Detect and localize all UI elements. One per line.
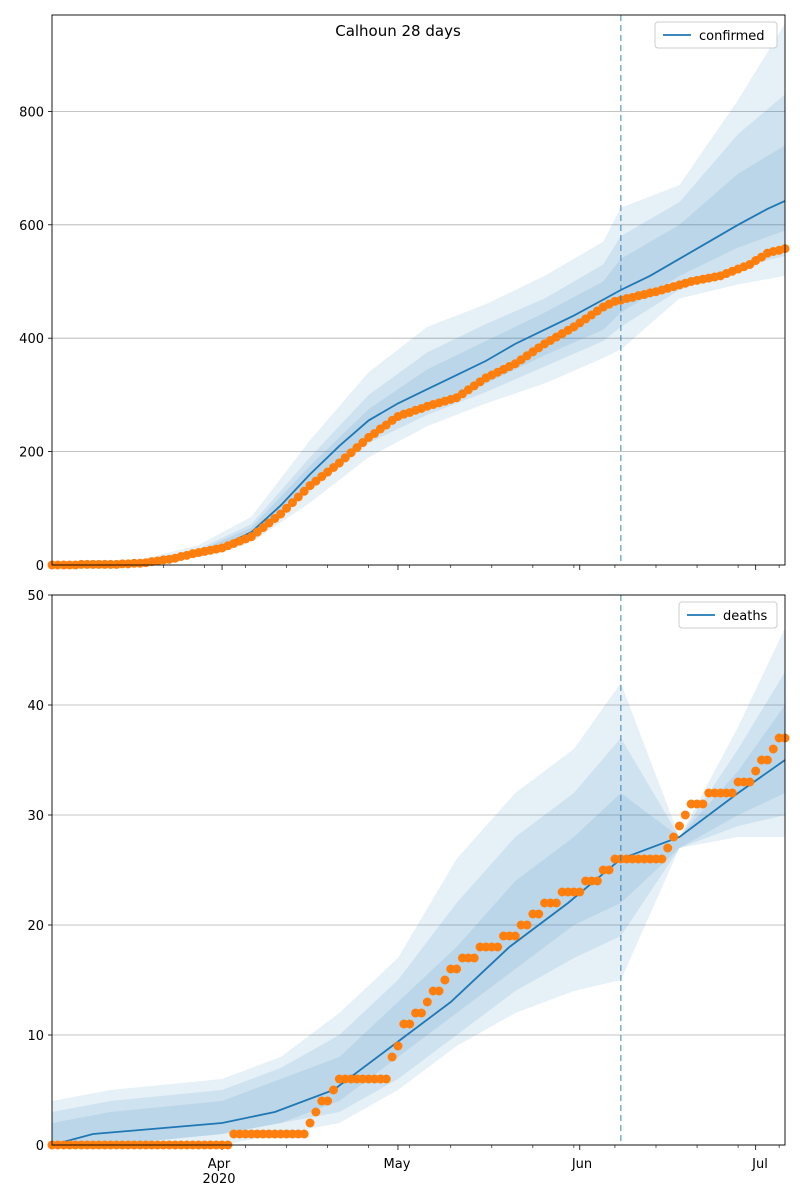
y-tick-label: 400 xyxy=(19,332,44,347)
observed-point xyxy=(311,1107,321,1117)
observed-point xyxy=(299,486,309,496)
observed-point xyxy=(657,854,667,864)
observed-point xyxy=(762,755,772,765)
uncertainty-band xyxy=(620,705,785,903)
observed-point xyxy=(434,986,444,996)
y-tick-label: 30 xyxy=(27,809,44,824)
y-tick-label: 0 xyxy=(36,559,44,574)
observed-point xyxy=(493,942,503,952)
y-tick-label: 200 xyxy=(19,446,44,461)
observed-point xyxy=(452,964,462,974)
observed-point xyxy=(282,503,292,513)
legend-label: confirmed xyxy=(699,29,765,44)
uncertainty-band xyxy=(52,738,621,1145)
x-tick-apr: Apr xyxy=(208,1157,231,1172)
y-tick-label: 50 xyxy=(27,589,44,604)
axes-frame xyxy=(51,14,786,566)
observed-point xyxy=(352,443,362,453)
observed-point xyxy=(510,931,520,941)
y-tick-label: 0 xyxy=(36,1139,44,1154)
observed-point xyxy=(340,453,350,463)
observed-point xyxy=(299,1129,309,1139)
observed-point xyxy=(393,1041,403,1051)
observed-point xyxy=(440,975,450,985)
observed-point xyxy=(551,898,561,908)
observed-point xyxy=(387,1052,397,1062)
observed-point xyxy=(727,788,737,798)
observed-point xyxy=(381,1074,391,1084)
observed-point xyxy=(663,843,673,853)
observed-point xyxy=(592,876,602,886)
confirmed-panel: 0 200 400 600 800 Calhoun 28 days confirmed xyxy=(19,14,790,574)
y-tick-label: 600 xyxy=(19,219,44,234)
observed-point xyxy=(680,810,690,820)
observed-point xyxy=(323,1096,333,1106)
observed-point xyxy=(328,1085,338,1095)
observed-point xyxy=(346,448,356,458)
observed-point xyxy=(358,438,368,448)
legend-box xyxy=(654,21,778,49)
observed-point xyxy=(405,1019,415,1029)
observed-point xyxy=(293,492,303,502)
uncertainty-band xyxy=(620,145,785,313)
uncertainty-band xyxy=(52,793,621,1145)
y-tick-label: 800 xyxy=(19,105,44,120)
observed-point xyxy=(522,920,532,930)
axes-frame xyxy=(51,594,786,1146)
y-tick-label: 10 xyxy=(27,1029,44,1044)
y-tick-label: 40 xyxy=(27,699,44,714)
observed-point xyxy=(305,1118,315,1128)
observed-point xyxy=(768,744,778,754)
observed-point xyxy=(751,766,761,776)
deaths-panel: 0 10 20 30 40 50 deaths xyxy=(27,589,790,1154)
observed-point xyxy=(416,1008,426,1018)
legend-box xyxy=(678,601,778,629)
observed-point xyxy=(745,777,755,787)
x-tick-may: May xyxy=(384,1157,411,1172)
uncertainty-band xyxy=(52,207,621,565)
x-tick-jul: Jul xyxy=(751,1157,768,1172)
observed-point xyxy=(334,458,344,468)
uncertainty-band xyxy=(52,683,621,1145)
model-line xyxy=(51,759,786,1146)
observed-point xyxy=(422,997,432,1007)
observed-point xyxy=(575,887,585,897)
x-tick-jun: Jun xyxy=(571,1157,592,1172)
observed-point xyxy=(604,865,614,875)
observed-point xyxy=(534,909,544,919)
legend-label: deaths xyxy=(723,609,768,624)
observed-point xyxy=(469,953,479,963)
shared-x-axis: Apr 2020 May Jun Jul xyxy=(202,1157,767,1187)
observed-point xyxy=(276,509,286,519)
y-tick-label: 20 xyxy=(27,919,44,934)
chart-title: Calhoun 28 days xyxy=(335,22,461,40)
x-tick-year: 2020 xyxy=(202,1172,235,1187)
observed-point xyxy=(669,832,679,842)
observed-point xyxy=(287,498,297,508)
observed-point xyxy=(698,799,708,809)
observed-point xyxy=(674,821,684,831)
